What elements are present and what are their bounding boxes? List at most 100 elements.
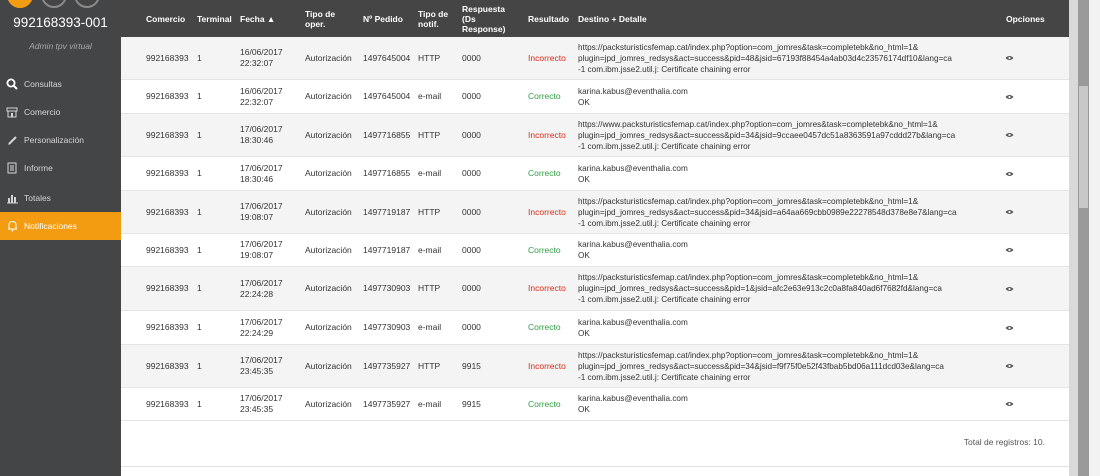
- cell-tipo-oper: Autorización: [305, 398, 352, 409]
- cell-tipo-notif: HTTP: [418, 283, 441, 293]
- eye-icon: [1005, 94, 1014, 99]
- pencil-icon: [3, 135, 21, 146]
- cell-terminal: 1: [197, 244, 202, 255]
- cell-tipo-notif: e-mail: [418, 244, 442, 255]
- cell-pedido: 1497735927: [363, 398, 411, 409]
- cell-comercio: 992168393: [146, 91, 189, 101]
- view-details-button[interactable]: [1005, 114, 1014, 156]
- total-records: Total de registros: 10.: [963, 437, 1045, 447]
- cell-destino-detalle: https://packsturisticsfemap.cat/index.ph…: [578, 37, 993, 79]
- view-details-button[interactable]: [1005, 80, 1014, 113]
- sidebar-item-label: Notificaciones: [24, 221, 77, 231]
- column-header-opciones: Opciones: [1006, 13, 1045, 24]
- circle-button[interactable]: [74, 0, 100, 8]
- column-header-fecha[interactable]: Fecha ▲: [240, 13, 276, 24]
- cell-pedido: 1497735927: [363, 360, 411, 371]
- column-header-respuesta[interactable]: Respuesta (Ds Response): [462, 3, 506, 34]
- cell-resultado: Incorrecto: [528, 360, 566, 371]
- view-details-button[interactable]: [1005, 37, 1014, 79]
- view-details-button[interactable]: [1005, 157, 1014, 190]
- scrollbar-thumb[interactable]: [1079, 86, 1088, 208]
- sidebar-item-label: Comercio: [24, 107, 61, 117]
- eye-icon: [1005, 248, 1014, 252]
- view-details-button[interactable]: [1005, 234, 1014, 266]
- table-row: 992168393 1 16/06/2017 22:32:07 Autorizació…: [121, 37, 1069, 80]
- cell-terminal: 1: [197, 322, 202, 332]
- column-header-terminal[interactable]: Terminal: [197, 13, 232, 24]
- cell-pedido: 1497719187: [363, 244, 411, 255]
- cell-tipo-oper: Autorización: [305, 244, 352, 255]
- cell-fecha: 17/06/2017 19:08:07: [240, 239, 283, 260]
- cell-tipo-oper: Autorización: [305, 206, 352, 217]
- cell-tipo-notif: e-mail: [418, 91, 442, 101]
- cell-terminal: 1: [197, 129, 202, 140]
- table-row: 992168393 1 17/06/2017 23:45:35 Autorizació…: [121, 345, 1069, 388]
- view-details-button[interactable]: [1005, 311, 1014, 344]
- cell-respuesta: 0000: [462, 168, 481, 178]
- circle-button[interactable]: [41, 0, 67, 8]
- eye-icon: [1005, 56, 1014, 60]
- search-icon: [3, 78, 21, 90]
- sidebar-item-personalizacion[interactable]: Personalización: [0, 126, 121, 154]
- table-row: 992168393 1 17/06/2017 23:45:35 Autorizació…: [121, 388, 1069, 421]
- table-row: 992168393 1 17/06/2017 18:30:46 Autorizació…: [121, 114, 1069, 157]
- cell-respuesta: 0000: [462, 129, 481, 140]
- home-circle-button[interactable]: [7, 0, 33, 8]
- detail-line: -1 com.ibm.jsse2.util.j: Certificate cha…: [578, 295, 751, 304]
- view-details-button[interactable]: [1005, 345, 1014, 387]
- cell-resultado: Correcto: [528, 398, 561, 409]
- sidebar-item-consultas[interactable]: Consultas: [0, 70, 121, 98]
- merchant-id: 992168393-001: [13, 15, 108, 30]
- table-row: 992168393 1 16/06/2017 22:32:07 Autorizació…: [121, 80, 1069, 114]
- sidebar-item-totales[interactable]: Totales: [0, 184, 121, 212]
- cell-pedido: 1497730903: [363, 283, 411, 293]
- detail-line: karina.kabus@eventhalia.com: [578, 394, 688, 403]
- cell-tipo-oper: Autorización: [305, 283, 352, 293]
- detail-line: https://packsturisticsfemap.cat/index.ph…: [578, 273, 919, 282]
- cell-tipo-oper: Autorización: [305, 168, 352, 178]
- bar-chart-icon: [3, 193, 21, 204]
- sidebar-item-comercio[interactable]: Comercio: [0, 98, 121, 126]
- view-details-button[interactable]: [1005, 191, 1014, 233]
- scrollbar[interactable]: [1078, 0, 1089, 476]
- eye-icon: [1005, 210, 1014, 214]
- bell-icon: [3, 220, 21, 232]
- view-details-button[interactable]: [1005, 267, 1014, 310]
- table-row: 992168393 1 17/06/2017 22:24:28 Autorizació…: [121, 267, 1069, 311]
- detail-line: https://packsturisticsfemap.cat/index.ph…: [578, 350, 919, 360]
- column-header-tipo-oper[interactable]: Tipo de oper.: [305, 8, 336, 29]
- cell-respuesta: 0000: [462, 283, 481, 293]
- cell-tipo-notif: HTTP: [418, 360, 441, 371]
- view-details-button[interactable]: [1005, 388, 1014, 420]
- table-row: 992168393 1 17/06/2017 19:08:07 Autorizació…: [121, 234, 1069, 267]
- detail-line: plugin=jpd_jomres_redsys&act=success&pid…: [578, 284, 942, 293]
- eye-icon: [1005, 133, 1014, 137]
- detail-line: plugin=jpd_jomres_redsys&act=success&pid…: [578, 130, 956, 140]
- column-header-tipo-notif[interactable]: Tipo de notif.: [418, 8, 449, 29]
- column-header-comercio[interactable]: Comercio: [146, 13, 186, 24]
- cell-comercio: 992168393: [146, 322, 189, 332]
- cell-resultado: Incorrecto: [528, 283, 566, 293]
- cell-resultado: Incorrecto: [528, 206, 566, 217]
- column-header-resultado[interactable]: Resultado: [528, 13, 570, 24]
- cell-tipo-notif: HTTP: [418, 52, 441, 63]
- cell-destino-detalle: karina.kabus@eventhalia.com OK: [578, 157, 993, 190]
- cell-respuesta: 9915: [462, 360, 481, 371]
- detail-line: https://www.packsturisticsfemap.cat/inde…: [578, 119, 938, 129]
- cell-resultado: Incorrecto: [528, 52, 566, 63]
- table-header: Comercio Terminal Fecha ▲ Tipo de oper. …: [121, 0, 1069, 37]
- cell-fecha: 17/06/2017 23:45:35: [240, 355, 283, 376]
- column-header-pedido[interactable]: Nº Pedido: [363, 13, 403, 24]
- eye-icon: [1005, 286, 1014, 291]
- detail-line: -1 com.ibm.jsse2.util.j: Certificate cha…: [578, 64, 751, 74]
- cell-tipo-oper: Autorización: [305, 322, 352, 332]
- cell-tipo-notif: e-mail: [418, 398, 442, 409]
- cell-terminal: 1: [197, 283, 202, 293]
- table-row: 992168393 1 17/06/2017 19:08:07 Autorizació…: [121, 191, 1069, 234]
- sidebar-item-informe[interactable]: Informe: [0, 154, 121, 182]
- detail-line: karina.kabus@eventhalia.com: [578, 240, 688, 249]
- detail-line: plugin=jpd_jomres_redsys&act=success&pid…: [578, 361, 944, 371]
- table-row: 992168393 1 17/06/2017 22:24:29 Autorizació…: [121, 311, 1069, 345]
- cell-tipo-notif: HTTP: [418, 129, 441, 140]
- sidebar-item-notificaciones[interactable]: Notificaciones: [0, 212, 121, 240]
